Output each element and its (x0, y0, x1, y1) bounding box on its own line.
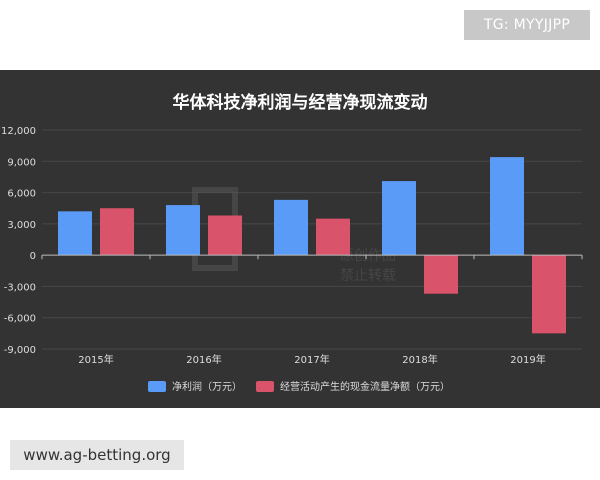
x-tick-label: 2016年 (186, 353, 221, 366)
bar-operating-cash-flow (208, 215, 242, 256)
watermark-line2: 禁止转载 (340, 268, 396, 284)
legend-label: 经营活动产生的现金流量净额（万元） (280, 380, 450, 393)
y-tick-label: 12,000 (1, 126, 36, 137)
chart-panel: 华体科技净利润与经营净现流变动 原创作品 禁止转载 12,000 9,000 6,0… (0, 70, 600, 408)
y-tick-label: -3,000 (4, 282, 36, 293)
y-tick-label: 0 (30, 251, 36, 262)
y-tick-label: 9,000 (7, 157, 36, 168)
legend-swatch (256, 381, 274, 392)
bar-net-profit (382, 181, 416, 256)
bar-operating-cash-flow (316, 218, 350, 256)
bar-operating-cash-flow (532, 255, 566, 334)
bottom-watermark-tag: www.ag-betting.org (10, 440, 184, 470)
chart-title: 华体科技净利润与经营净现流变动 (173, 92, 428, 113)
bar-operating-cash-flow (100, 208, 134, 256)
bar-net-profit (490, 157, 524, 256)
bar-net-profit (166, 205, 200, 256)
x-tick-label: 2015年 (78, 353, 113, 366)
x-tick-label: 2019年 (510, 353, 545, 366)
top-watermark-tag: TG: MYYJJPP (464, 10, 590, 40)
y-tick-label: 3,000 (7, 220, 36, 231)
y-tick-label: 6,000 (7, 189, 36, 200)
y-tick-label: -6,000 (4, 314, 36, 325)
x-tick-label: 2018年 (402, 353, 437, 366)
x-tick-label: 2017年 (294, 353, 329, 366)
bar-chart: 华体科技净利润与经营净现流变动 原创作品 禁止转载 12,0009,0006,0… (1, 92, 583, 393)
bar-net-profit (274, 199, 308, 256)
legend-swatch (148, 381, 166, 392)
legend-label: 净利润（万元） (172, 380, 242, 393)
bar-operating-cash-flow (424, 255, 458, 294)
bar-net-profit (58, 211, 92, 256)
y-tick-label: -9,000 (4, 345, 36, 356)
